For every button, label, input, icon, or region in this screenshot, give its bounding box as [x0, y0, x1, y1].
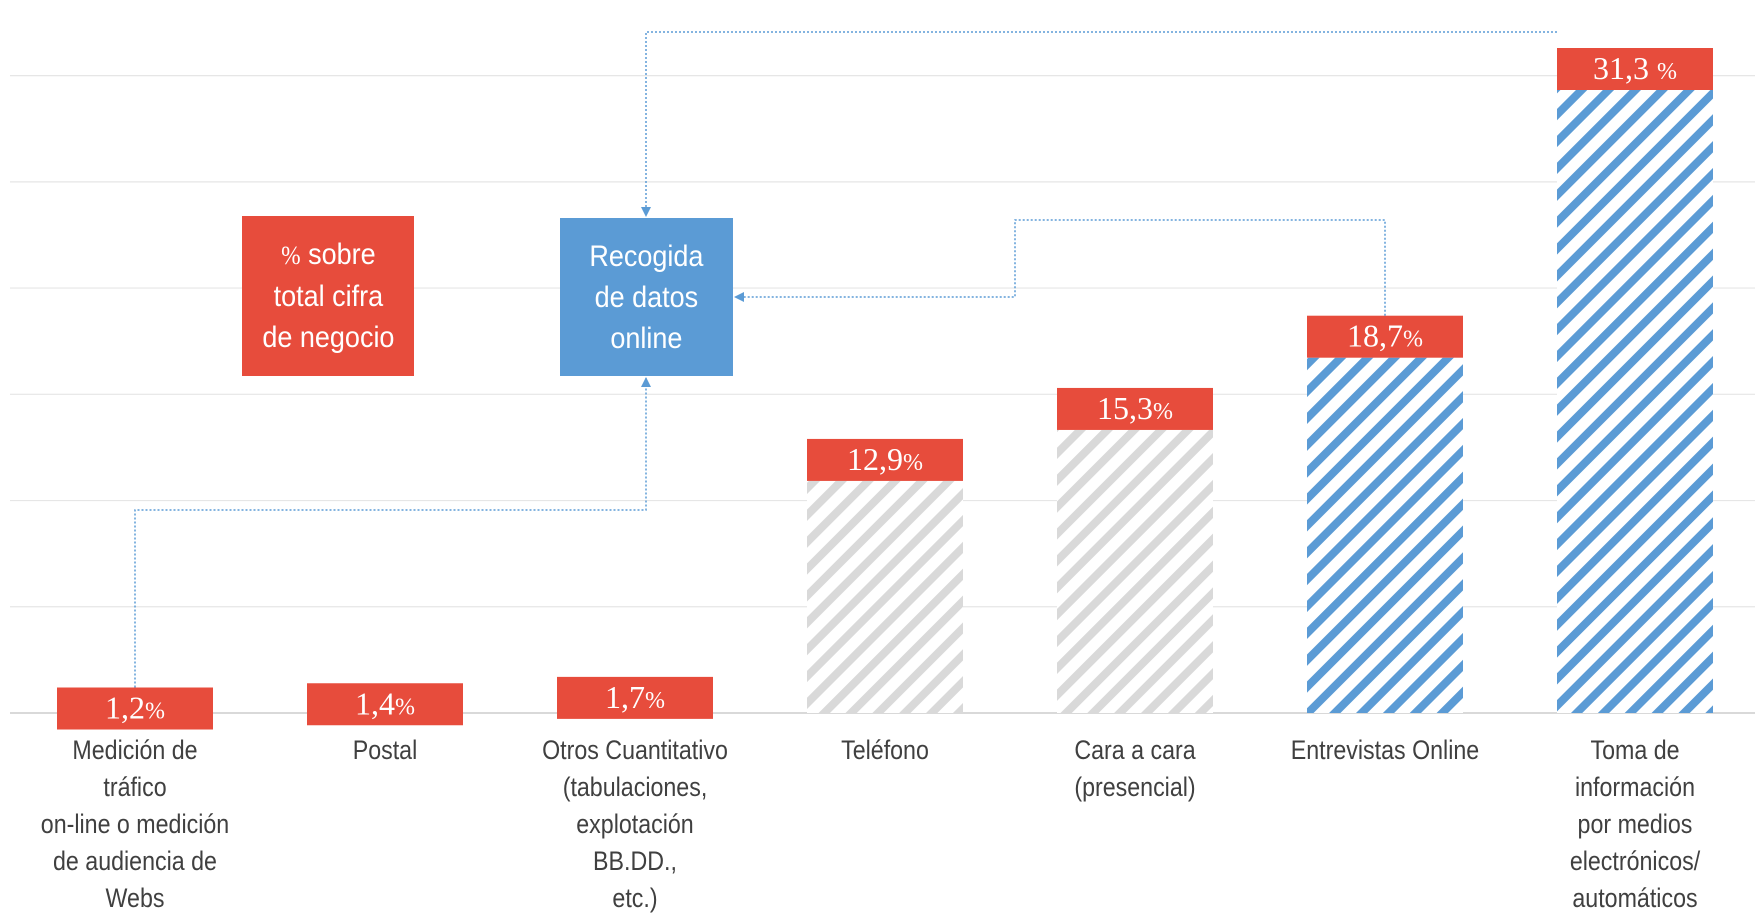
x-tick-label-7: Toma de información por medios electróni… [1569, 735, 1701, 913]
x-tick-label-4: Teléfono [841, 735, 929, 765]
x-tick-label-2: Postal [352, 735, 418, 765]
x-tick-label-6: Entrevistas Online [1290, 735, 1480, 765]
bar-5 [1057, 429, 1213, 713]
value-label-6: 18,7% [1347, 318, 1423, 354]
value-label-4: 12,9% [847, 441, 923, 477]
value-box-3 [557, 676, 713, 719]
value-label-1: 1,2% [105, 690, 165, 726]
value-label-boxes: 1,2% 1,4% 1,7% 12,9% 15,3% 18,7% 31,3 % [57, 48, 1713, 730]
callout-text: Recogida de datos online [589, 239, 704, 355]
value-label-2: 1,4% [355, 685, 415, 721]
callout-box: Recogida de datos online [560, 218, 733, 376]
value-box-5 [1057, 387, 1213, 430]
connector-arrows [134, 31, 1557, 688]
value-box-1 [57, 687, 213, 730]
x-tick-label-3: Otros Cuantitativo (tabulaciones, explot… [542, 735, 728, 913]
bar-4 [807, 480, 963, 713]
value-box-7 [1557, 48, 1713, 90]
connector-from-bar-1 [134, 377, 651, 688]
value-box-4 [807, 438, 963, 481]
connector-from-bar-6 [734, 219, 1386, 316]
value-label-7: 31,3 % [1593, 50, 1677, 86]
bars [807, 90, 1713, 713]
x-tick-label-1: Medición de tráfico on-line o medición d… [40, 735, 230, 913]
bar-chart: 1,2% 1,4% 1,7% 12,9% 15,3% 18,7% 31,3 % [10, 31, 1755, 730]
bar-6 [1307, 357, 1463, 713]
legend-box: % sobre total cifra de negocio [242, 216, 414, 376]
value-label-5: 15,3% [1097, 390, 1173, 426]
bar-7 [1557, 90, 1713, 713]
connector-from-bar-7 [641, 31, 1557, 217]
x-tick-label-5: Cara a cara (presencial) [1074, 735, 1196, 802]
legend-box-text: sobre total cifra de negocio [261, 238, 395, 354]
percent-symbol: % [280, 241, 301, 270]
value-label-3: 1,7% [605, 679, 665, 715]
value-box-2 [307, 683, 463, 726]
value-box-6 [1307, 315, 1463, 358]
